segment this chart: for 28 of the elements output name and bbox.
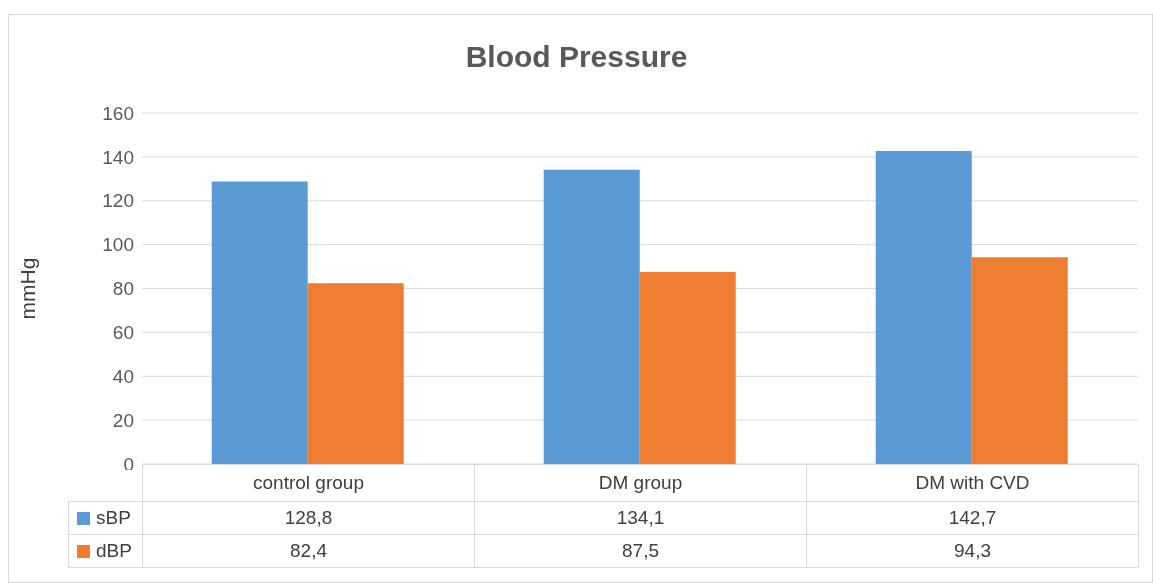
data-label: 82,4 [142,534,475,568]
x-tick-label: DM group [474,464,807,502]
data-label: 142,7 [806,501,1139,535]
y-tick-label: 160 [102,102,134,124]
y-axis-title: mmHg [16,257,40,320]
legend-label: sBP [96,507,131,529]
bar [543,169,640,464]
data-label: 134,1 [474,501,807,535]
y-tick-label: 100 [102,234,134,256]
x-tick-label: control group [142,464,475,502]
bar [211,181,308,464]
bar [875,150,972,464]
y-tick-label: 140 [102,146,134,168]
y-tick-label: 20 [112,409,134,431]
y-tick-label: 40 [112,365,134,387]
chart-title: Blood Pressure [464,40,689,74]
y-tick-label: 120 [102,190,134,212]
bar [971,257,1068,464]
data-label: 128,8 [142,501,475,535]
data-label: 87,5 [474,534,807,568]
legend-label: dBP [96,540,132,562]
data-label: 94,3 [806,534,1139,568]
bar [307,283,404,464]
bar [639,272,736,464]
x-tick-label: DM with CVD [806,464,1139,502]
y-tick-label: 60 [112,322,134,344]
y-tick-label: 80 [112,278,134,300]
y-tick-label: 0 [123,453,134,475]
